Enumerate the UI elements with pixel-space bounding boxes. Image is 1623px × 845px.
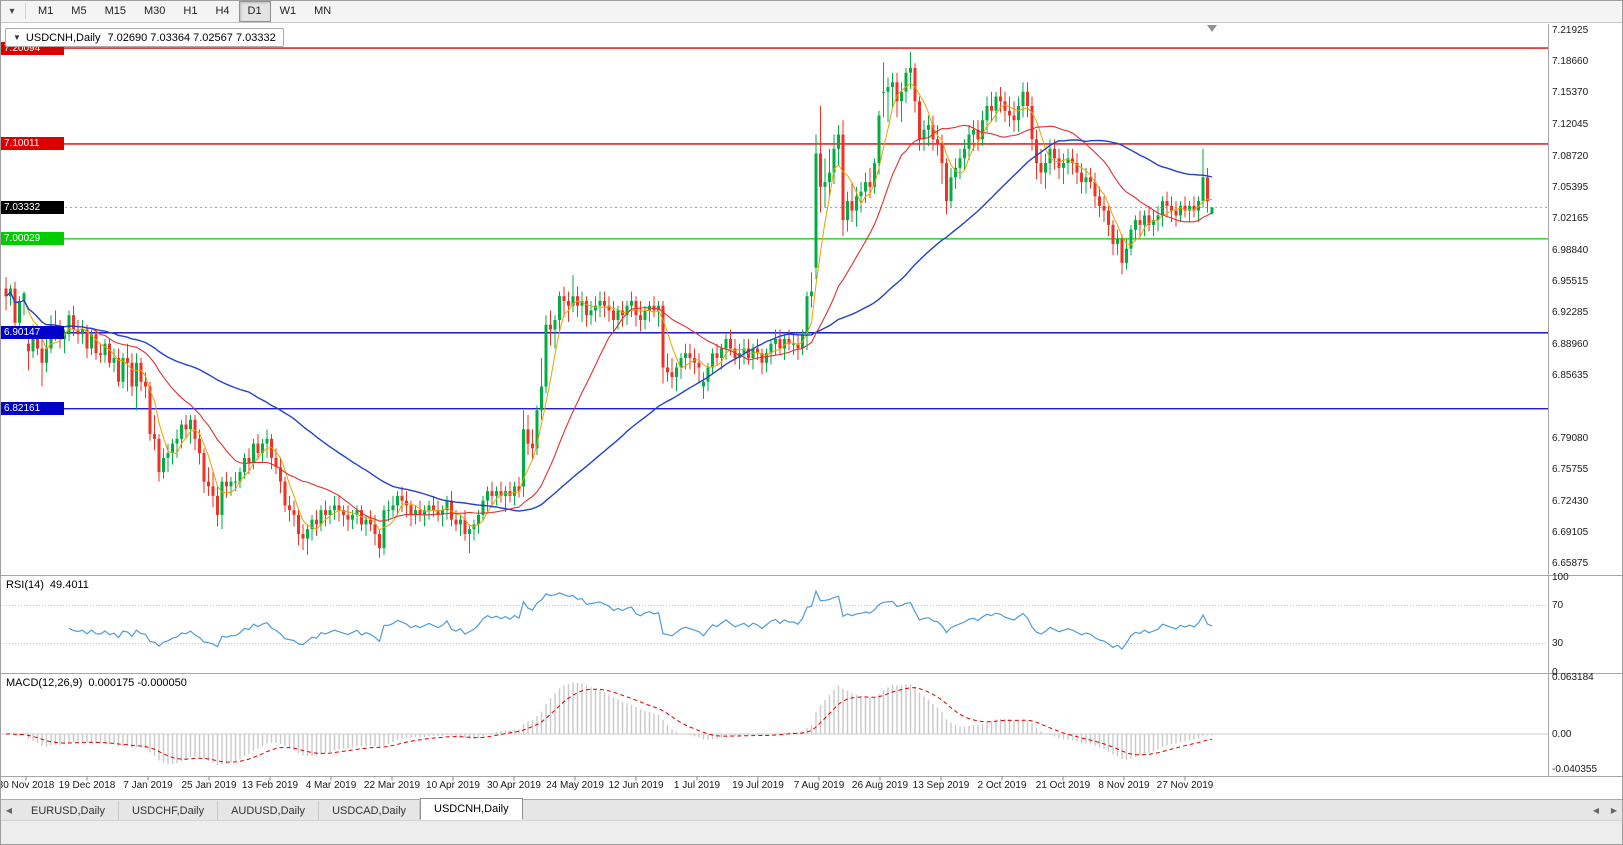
tab-eurusd-daily[interactable]: EURUSD,Daily	[18, 801, 119, 820]
tab-audusd-daily[interactable]: AUDUSD,Daily	[218, 801, 320, 820]
chart-dropdown-button[interactable]: ▾	[2, 2, 22, 21]
timeframe-toolbar: ▾ M1 M5 M15 M30 H1 H4 D1 W1 MN	[0, 0, 1623, 23]
tab-usdcnh-daily[interactable]: USDCNH,Daily	[420, 798, 523, 820]
macd-panel-label: MACD(12,26,9) 0.000175 -0.000050	[6, 677, 187, 689]
chart-ohlc-values: 7.02690 7.03364 7.02567 7.03332	[107, 31, 276, 44]
timeframe-button-h4[interactable]: H4	[215, 5, 230, 17]
chart-shift-marker	[1207, 25, 1217, 32]
timeframe-button-m5[interactable]: M5	[71, 5, 87, 17]
status-strip	[0, 820, 1623, 845]
timeframe-button-w1[interactable]: W1	[279, 5, 297, 17]
tabs-nav-left-icon[interactable]: ◀	[1592, 806, 1600, 815]
timeframe-button-mn[interactable]: MN	[314, 5, 332, 17]
timeframe-button-d1[interactable]: D1	[238, 0, 271, 22]
timeframe-button-m30[interactable]: M30	[143, 5, 166, 17]
tabs-scroll-left-icon[interactable]: ◀	[5, 806, 13, 815]
chart-tabs-bar: ◀ EURUSD,Daily USDCHF,Daily AUDUSD,Daily…	[0, 798, 1623, 820]
rsi-panel-label: RSI(14) 49.4011	[6, 579, 89, 591]
macd-signal-line	[5, 687, 1213, 763]
macd-indicator-name: MACD(12,26,9)	[6, 677, 83, 689]
triangle-down-icon: ▼	[13, 33, 21, 42]
rsi-indicator-name: RSI(14)	[6, 579, 44, 591]
chart-title: ▼ USDCNH,Daily 7.02690 7.03364 7.02567 7…	[5, 28, 284, 47]
chevron-down-icon: ▾	[9, 5, 15, 17]
tab-usdchf-daily[interactable]: USDCHF,Daily	[119, 801, 219, 820]
chart-symbol-label: USDCNH,Daily	[25, 31, 101, 44]
ma-fast-line	[5, 82, 1213, 531]
timeframe-button-h1[interactable]: H1	[183, 5, 198, 17]
ma-slow-line	[5, 139, 1213, 512]
rsi-indicator-value: 49.4011	[49, 579, 89, 591]
timeframe-button-m15[interactable]: M15	[104, 5, 126, 17]
macd-indicator-value: 0.000175 -0.000050	[88, 677, 187, 689]
rsi-line	[68, 589, 1213, 650]
ma-mid-line	[5, 124, 1213, 522]
tab-usdcad-daily[interactable]: USDCAD,Daily	[319, 801, 421, 820]
timeframe-button-m1[interactable]: M1	[38, 5, 54, 17]
tabs-nav-right-icon[interactable]: ▶	[1610, 806, 1618, 815]
toolbar-separator	[25, 3, 26, 19]
